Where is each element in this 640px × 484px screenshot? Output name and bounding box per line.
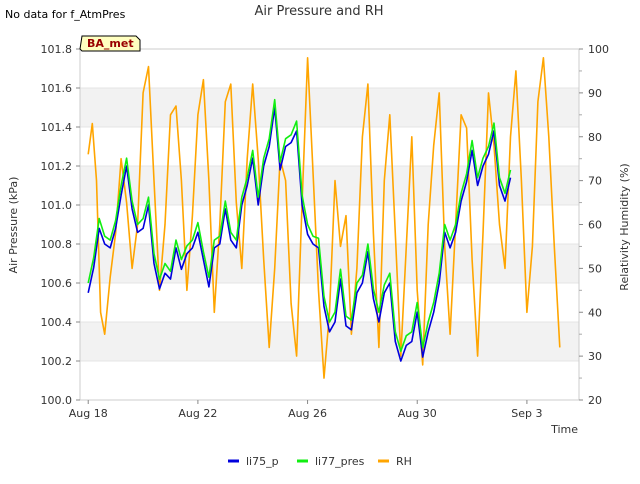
x-axis: Aug 18 Aug 22 Aug 26 Aug 30 Sep 3 <box>69 400 543 420</box>
y-tick-label: 100.6 <box>41 277 73 290</box>
y2-tick-label: 40 <box>588 306 602 319</box>
grid-band <box>80 88 579 127</box>
y-tick-label: 100.4 <box>41 316 73 329</box>
series-layer <box>87 57 561 379</box>
y2-tick-label: 50 <box>588 262 602 275</box>
site-badge-box <box>79 35 141 52</box>
x-tick-label: Sep 3 <box>511 407 542 420</box>
x-tick-label: Aug 22 <box>178 407 217 420</box>
x-tick-label: Aug 30 <box>398 407 437 420</box>
y-tick-label: 100.8 <box>41 238 73 251</box>
legend-label: li75_p <box>246 455 279 468</box>
y-axis-right: 20 30 40 50 60 70 80 90 100 <box>579 43 609 407</box>
y2-tick-label: 30 <box>588 350 602 363</box>
y-tick-label: 101.6 <box>41 82 73 95</box>
y2-tick-label: 100 <box>588 43 609 56</box>
y2-tick-label: 90 <box>588 87 602 100</box>
y-tick-label: 101.2 <box>41 160 73 173</box>
legend-label: li77_pres <box>315 455 365 468</box>
x-tick-label: Aug 26 <box>288 407 327 420</box>
y2-tick-label: 20 <box>588 394 602 407</box>
y-axis-left: 100.0 100.2 100.4 100.6 100.8 101.0 101.2 101.4… <box>41 43 80 407</box>
chart-title: Air Pressure and RH <box>254 4 383 19</box>
series-line-RH <box>87 57 561 379</box>
y2-tick-label: 60 <box>588 219 602 232</box>
y-tick-label: 101.4 <box>41 121 73 134</box>
legend: li75_p li77_pres RH <box>228 455 412 468</box>
site-badge: BA_met <box>79 35 141 52</box>
legend-label: RH <box>396 455 412 468</box>
x-tick-label: Aug 18 <box>69 407 108 420</box>
no-data-note: No data for f_AtmPres <box>5 8 126 21</box>
grid-bands <box>80 48 579 401</box>
site-badge-label: BA_met <box>87 37 134 50</box>
grid-band <box>80 322 579 361</box>
y-tick-label: 100.0 <box>41 394 73 407</box>
y-axis-label: Air Pressure (kPa) <box>7 177 20 274</box>
y2-tick-label: 80 <box>588 131 602 144</box>
y2-tick-label: 70 <box>588 175 602 188</box>
y2-axis-label: Relativity Humidity (%) <box>618 163 631 290</box>
y-tick-label: 101.0 <box>41 199 73 212</box>
y-tick-label: 101.8 <box>41 43 73 56</box>
y-tick-label: 100.2 <box>41 355 73 368</box>
series-line-li77_pres <box>87 98 512 352</box>
x-axis-label: Time <box>550 423 578 436</box>
